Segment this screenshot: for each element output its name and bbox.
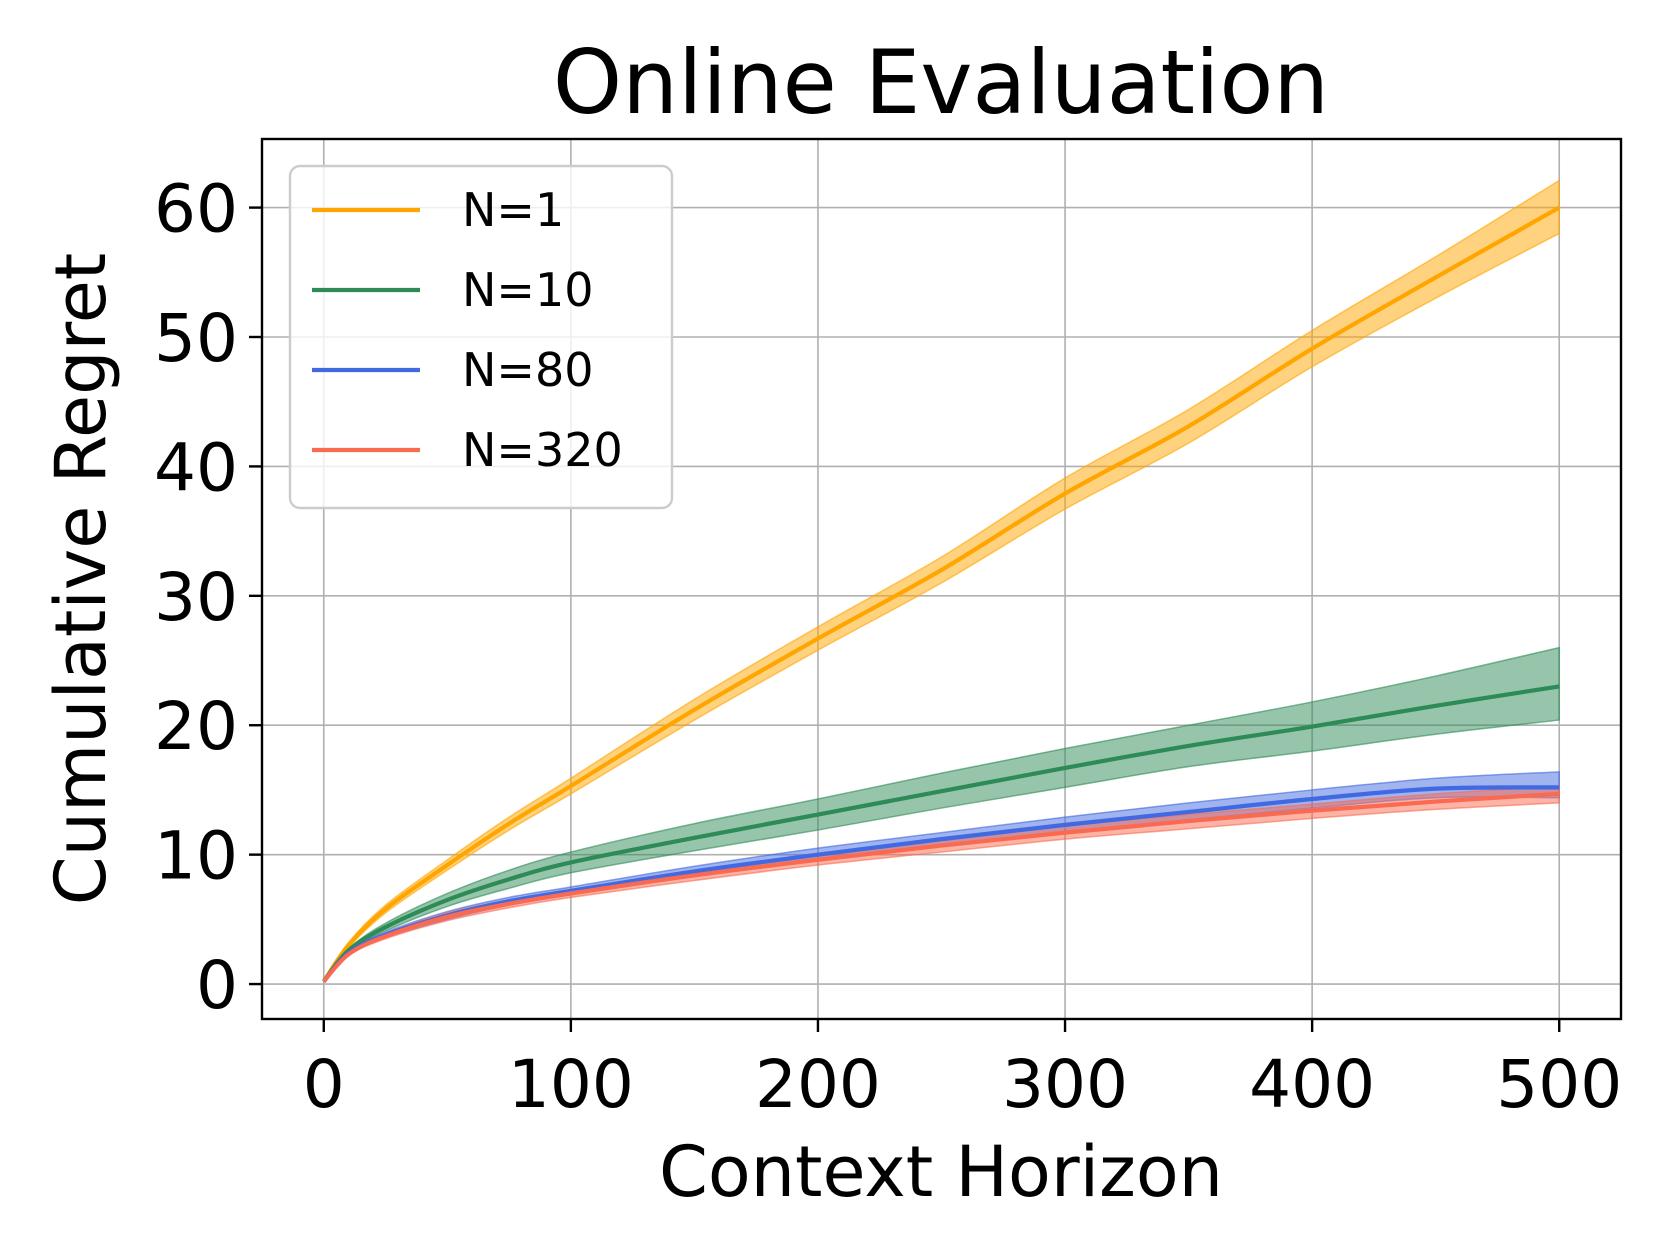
x-tick-label: 500 xyxy=(1496,1046,1622,1123)
series-line-n-320 xyxy=(322,791,1560,983)
x-tick-label: 200 xyxy=(755,1046,881,1123)
legend-box xyxy=(288,164,674,510)
x-axis-label: Context Horizon xyxy=(659,1131,1223,1213)
chart-title: Online Evaluation xyxy=(553,31,1329,134)
plot-frame xyxy=(260,137,1623,1021)
series-lines xyxy=(322,205,1561,983)
confidence-band-n-1 xyxy=(323,179,1560,982)
series-line-n-10 xyxy=(322,684,1560,983)
y-tick-label: 50 xyxy=(154,300,238,377)
y-tick-label: 10 xyxy=(154,818,238,895)
y-tick-label: 40 xyxy=(154,429,238,506)
legend-entry-label: N=320 xyxy=(462,423,623,477)
x-tick-label: 300 xyxy=(1002,1046,1128,1123)
legend-entry-label: N=80 xyxy=(462,343,594,397)
series-line-n-1 xyxy=(322,205,1561,983)
legend-entry-label: N=10 xyxy=(462,263,594,317)
y-tick-label: 0 xyxy=(196,947,238,1024)
legend: N=1 N=10 N=80 N=320 xyxy=(288,164,674,510)
x-tick-label: 100 xyxy=(508,1046,634,1123)
legend-entry-label: N=1 xyxy=(462,183,564,237)
tick-layer: 0 100 200 300 400 500 0 10 20 30 40 50 60 xyxy=(154,171,1622,1123)
y-tick-label: 30 xyxy=(154,559,238,636)
x-tick-label: 400 xyxy=(1249,1046,1375,1123)
x-tick-label: 0 xyxy=(303,1046,345,1123)
y-tick-label: 60 xyxy=(154,171,238,248)
y-tick-label: 20 xyxy=(154,688,238,765)
confidence-band-n-10 xyxy=(323,646,1560,982)
y-axis-label: Cumulative Regret xyxy=(40,253,122,906)
